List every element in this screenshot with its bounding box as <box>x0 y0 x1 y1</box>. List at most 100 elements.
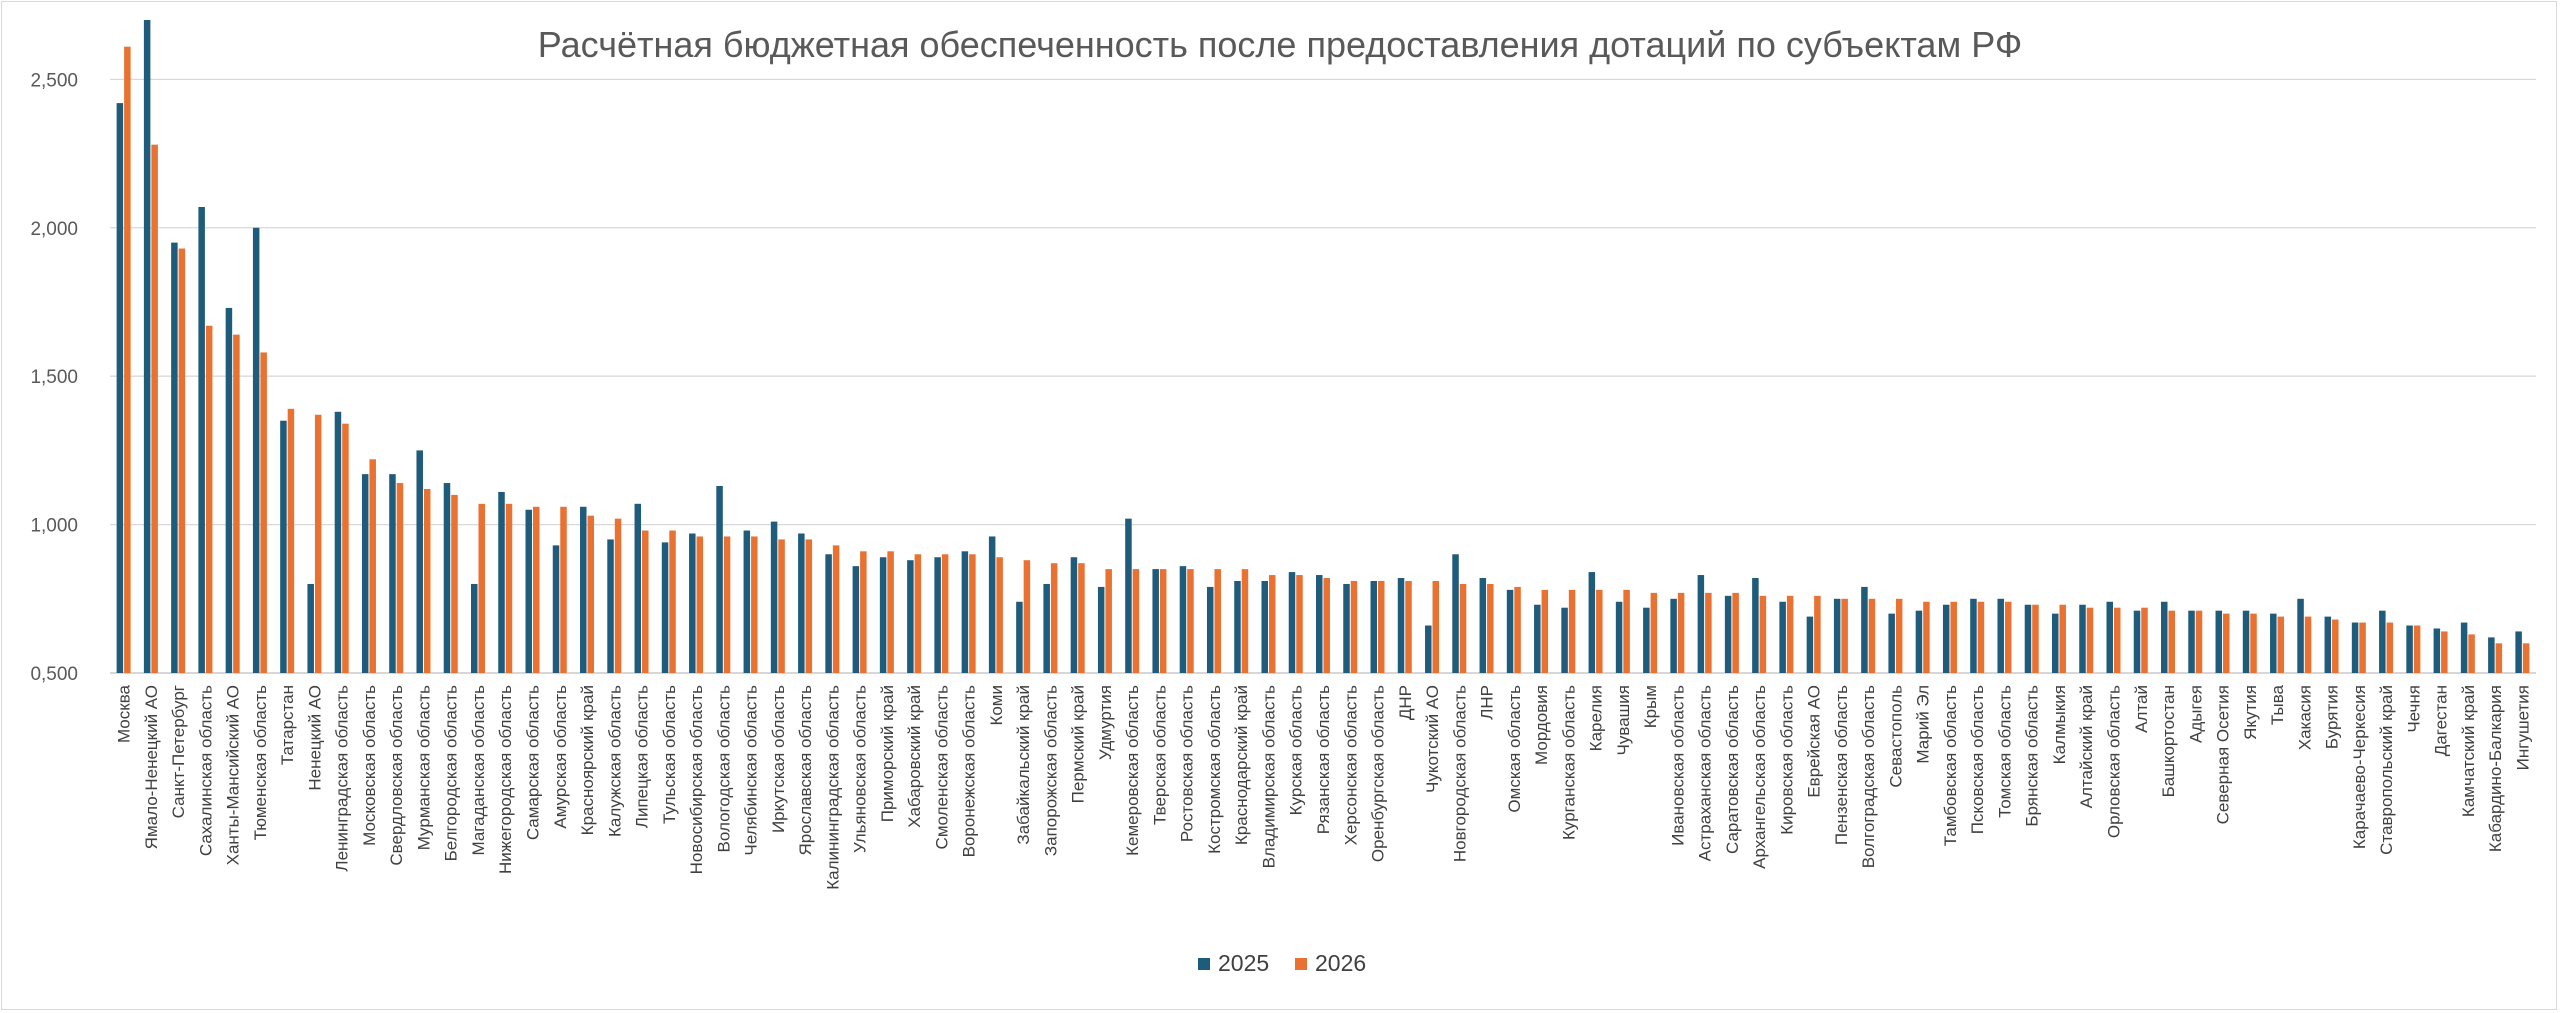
bar-2025 <box>2242 610 2250 673</box>
bar-2026 <box>2332 619 2339 673</box>
gridlines <box>110 78 2536 674</box>
category-label: Ивановская область <box>1668 685 1687 846</box>
category-label: Белгородская область <box>442 685 461 861</box>
bar-2025 <box>689 533 696 673</box>
bar-2025 <box>1125 518 1132 673</box>
bar-2025 <box>988 536 996 673</box>
bar-2025 <box>334 411 342 673</box>
bar-2026 <box>642 530 649 673</box>
bar-2025 <box>1615 601 1623 673</box>
category-label: Удмуртия <box>1096 685 1115 760</box>
bar-2026 <box>178 248 186 674</box>
bar-2025 <box>1997 598 2004 673</box>
category-label: Тюменская область <box>251 685 270 841</box>
bar-2025 <box>143 20 151 673</box>
category-label: Чечня <box>2404 685 2423 733</box>
bar-2026 <box>1650 592 1658 673</box>
bar-2026 <box>533 506 540 673</box>
bar-2025 <box>1043 583 1050 673</box>
bar-2026 <box>1923 601 1930 673</box>
bar-2026 <box>2113 607 2121 673</box>
y-axis: 0,500 1,000 1,500 2,000 2,500 <box>30 70 78 685</box>
category-label: Свердловская область <box>387 685 406 866</box>
bar-2025 <box>1915 610 1923 673</box>
bar-2025 <box>307 583 314 673</box>
bar-2026 <box>1514 586 1521 673</box>
category-label: Еврейская АО <box>1805 685 1824 798</box>
category-label: Иркутская область <box>769 685 788 833</box>
category-label: Архангельская область <box>1750 685 1769 869</box>
category-label: Кабардино-Балкария <box>2486 685 2505 852</box>
bar-2026 <box>669 530 676 673</box>
bar-2026 <box>1378 580 1385 673</box>
bar-2025 <box>2215 610 2223 673</box>
category-label: Липецкая область <box>633 685 652 828</box>
bar-2026 <box>696 536 704 673</box>
bar-2026 <box>1459 583 1467 673</box>
bar-2026 <box>614 518 622 673</box>
bar-2025 <box>1724 595 1732 673</box>
bar-2025 <box>2324 616 2332 673</box>
bar-2025 <box>1942 604 1950 673</box>
bar-2025 <box>1370 580 1378 673</box>
bar-2025 <box>1097 586 1105 673</box>
category-label: Ростовская область <box>1178 685 1197 842</box>
category-label: Волгоградская область <box>1859 685 1878 868</box>
bar-2026 <box>723 536 731 673</box>
legend-label-2026: 2026 <box>1315 950 1366 976</box>
bar-2025 <box>1261 580 1268 673</box>
category-label: Мурманская область <box>414 685 433 850</box>
category-label: Самарская область <box>524 685 543 840</box>
bar-2025 <box>525 509 533 673</box>
bar-2025 <box>1643 607 1650 673</box>
bar-2026 <box>1487 583 1494 673</box>
bar-2026 <box>205 325 213 673</box>
category-label: Якутия <box>2241 685 2260 740</box>
legend-label-2025: 2025 <box>1218 950 1269 976</box>
y-tick-label: 2,000 <box>30 219 78 240</box>
bar-2026 <box>1596 589 1603 673</box>
bar-2026 <box>1078 563 1085 673</box>
bar-2025 <box>2488 637 2495 673</box>
category-label: Пермский край <box>1069 685 1088 803</box>
category-label: Коми <box>987 685 1006 726</box>
bar-2025 <box>1479 578 1487 673</box>
bar-2026 <box>1841 598 1848 673</box>
bar-2025 <box>416 450 423 673</box>
y-tick-label: 2,500 <box>30 70 78 91</box>
bar-2026 <box>587 515 595 673</box>
bar-2026 <box>233 334 240 673</box>
bar-2025 <box>1152 569 1159 673</box>
bar-2026 <box>778 539 785 673</box>
bar-2026 <box>969 554 976 673</box>
category-label: Смоленская область <box>932 685 951 850</box>
bar-2025 <box>1397 578 1405 673</box>
category-label: Курганская область <box>1559 685 1578 840</box>
bar-2025 <box>2460 622 2468 673</box>
category-label: Ставропольский край <box>2377 685 2396 855</box>
category-label: Кировская область <box>1777 685 1796 835</box>
category-label: Новосибирская область <box>687 685 706 874</box>
category-label: Ханты-Мансийский АО <box>224 685 243 865</box>
category-label: Кемеровская область <box>1123 685 1142 856</box>
category-label: Вологодская область <box>714 685 733 853</box>
category-label: Брянская область <box>2023 685 2042 827</box>
bar-2026 <box>996 557 1003 673</box>
bar-2025 <box>1697 575 1705 673</box>
category-label: ДНР <box>1396 685 1415 720</box>
bar-2026 <box>1023 560 1031 673</box>
bar-2025 <box>443 483 451 673</box>
bar-2026 <box>2495 643 2503 673</box>
bar-2025 <box>770 521 778 673</box>
category-label: Тверская область <box>1150 685 1169 825</box>
bar-2026 <box>478 503 485 673</box>
category-label: Челябинская область <box>742 685 761 856</box>
bar-2026 <box>1568 589 1576 673</box>
bar-2025 <box>1288 572 1296 673</box>
category-label: Псковская область <box>1968 685 1987 834</box>
bar-2025 <box>1888 613 1895 673</box>
bar-2026 <box>914 554 922 673</box>
bar-2025 <box>1806 616 1814 673</box>
